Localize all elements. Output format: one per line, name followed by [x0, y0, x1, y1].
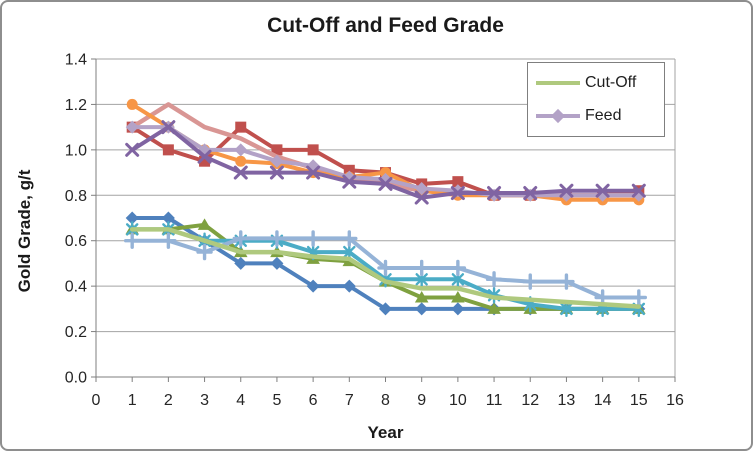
legend-label-feed: Feed	[585, 106, 622, 124]
x-tick-label: 9	[417, 392, 426, 409]
series-marker-feed-purple-x[interactable]	[233, 165, 248, 180]
series-marker-cutoff-lightblue-plus[interactable]	[485, 271, 503, 288]
series-marker-cutoff-lightblue-plus[interactable]	[558, 273, 575, 290]
series-marker-cutoff-blue-diamond[interactable]	[125, 211, 139, 225]
series-marker-cutoff-lightblue-plus[interactable]	[522, 273, 539, 290]
y-tick-label: 0.0	[65, 370, 87, 387]
series-marker-feed-purple-x[interactable]	[631, 183, 646, 198]
series-marker-feed-purple-x[interactable]	[487, 186, 502, 201]
x-tick-label: 16	[666, 392, 684, 409]
series-marker-cutoff-blue-diamond[interactable]	[415, 302, 429, 316]
series-marker-feed-orange-circle[interactable]	[380, 167, 391, 179]
series-marker-feed-purple-x[interactable]	[523, 186, 538, 201]
series-marker-feed-orange-circle[interactable]	[235, 155, 247, 167]
y-tick-label: 1.4	[65, 52, 87, 69]
series-marker-feed-red-square[interactable]	[199, 155, 211, 167]
series-marker-feed-purple-x[interactable]	[595, 183, 610, 198]
series-marker-feed-purple-x[interactable]	[197, 149, 212, 164]
x-tick-label: 8	[381, 392, 390, 409]
series-marker-cutoff-lightblue-plus[interactable]	[196, 243, 213, 261]
series-marker-feed-purple-x[interactable]	[269, 165, 284, 180]
feed-line-sample	[536, 108, 580, 123]
series-marker-cutoff-green-triangle[interactable]	[487, 302, 501, 314]
series-marker-feed-purple-x[interactable]	[306, 165, 321, 180]
series-marker-feed-red-square[interactable]	[307, 144, 319, 156]
series-marker-cutoff-lightblue-plus[interactable]	[123, 232, 141, 249]
cutoff-line-sample	[536, 76, 580, 90]
x-axis-title: Year	[367, 423, 404, 442]
series-marker-cutoff-green-triangle[interactable]	[451, 291, 465, 303]
y-axis-title: Gold Grade, g/t	[15, 169, 34, 293]
series-marker-feed-purple-x[interactable]	[378, 176, 393, 191]
x-tick-label: 2	[164, 392, 173, 409]
series-marker-cutoff-lightblue-plus[interactable]	[594, 289, 611, 306]
series-marker-feed-red-square[interactable]	[452, 176, 464, 188]
series-marker-cutoff-lightblue-plus[interactable]	[377, 259, 394, 277]
x-tick-label: 14	[594, 392, 612, 409]
series-marker-feed-lavender-diamond[interactable]	[125, 120, 139, 134]
x-tick-label: 5	[272, 392, 281, 409]
series-marker-feed-purple-x[interactable]	[161, 120, 176, 135]
y-tick-label: 0.8	[65, 188, 87, 205]
x-tick-label: 11	[486, 392, 503, 409]
series-marker-cutoff-lightblue-plus[interactable]	[268, 230, 286, 247]
legend-item-cutoff[interactable]: Cut-Off	[536, 71, 662, 95]
series-marker-feed-orange-circle[interactable]	[126, 98, 138, 110]
chart-title: Cut-Off and Feed Grade	[267, 14, 504, 37]
series-marker-cutoff-lightblue-plus[interactable]	[304, 230, 322, 247]
series-marker-feed-lavender-diamond[interactable]	[415, 181, 429, 195]
series-marker-feed-purple-x[interactable]	[559, 183, 574, 198]
legend-item-feed[interactable]: Feed	[536, 104, 662, 128]
x-tick-label: 6	[309, 392, 318, 409]
x-tick-label: 4	[236, 392, 245, 409]
series-marker-cutoff-blue-diamond[interactable]	[379, 302, 392, 316]
y-tick-label: 0.2	[65, 324, 87, 341]
series-marker-cutoff-lightblue-plus[interactable]	[341, 230, 358, 247]
y-tick-label: 0.4	[65, 279, 87, 296]
series-marker-feed-purple-x[interactable]	[450, 186, 465, 201]
series-marker-feed-red-square[interactable]	[235, 121, 247, 133]
x-tick-label: 0	[92, 392, 101, 409]
x-tick-label: 7	[345, 392, 354, 409]
legend[interactable]: Cut-Off Feed	[527, 62, 665, 137]
series-marker-feed-lavender-diamond[interactable]	[234, 143, 248, 157]
series-marker-feed-red-square[interactable]	[343, 164, 355, 176]
series-marker-cutoff-blue-diamond[interactable]	[234, 256, 248, 270]
series-marker-cutoff-green-triangle[interactable]	[414, 291, 429, 303]
x-tick-label: 12	[521, 392, 539, 409]
series-marker-feed-purple-x[interactable]	[125, 142, 140, 157]
series-marker-feed-red-square[interactable]	[271, 144, 283, 156]
y-tick-label: 1.2	[65, 97, 87, 114]
series-marker-cutoff-lightblue-plus[interactable]	[232, 230, 249, 247]
diamond-marker-icon	[550, 108, 566, 123]
series-line-cutoff-lightgreen[interactable]	[129, 227, 642, 309]
series-marker-cutoff-blue-diamond[interactable]	[270, 256, 284, 270]
series-marker-feed-red-square[interactable]	[162, 144, 174, 156]
series-marker-cutoff-blue-diamond[interactable]	[342, 279, 356, 293]
series-marker-cutoff-lightblue-plus[interactable]	[160, 232, 177, 249]
series-marker-cutoff-lightblue-plus[interactable]	[413, 259, 430, 277]
series-marker-feed-purple-x[interactable]	[414, 190, 429, 205]
x-tick-label: 1	[128, 392, 137, 409]
x-tick-label: 3	[200, 392, 209, 409]
series-marker-cutoff-green-triangle[interactable]	[197, 218, 212, 230]
series-marker-cutoff-blue-diamond[interactable]	[451, 302, 465, 316]
x-tick-label: 10	[449, 392, 467, 409]
series-marker-cutoff-blue-diamond[interactable]	[306, 279, 320, 293]
series-marker-cutoff-lightblue-plus[interactable]	[449, 259, 467, 277]
series-marker-feed-purple-x[interactable]	[342, 174, 357, 189]
series-marker-cutoff-blue-diamond[interactable]	[161, 211, 175, 225]
series-marker-feed-lavender-diamond[interactable]	[270, 154, 284, 168]
legend-label-cutoff: Cut-Off	[585, 74, 637, 92]
y-tick-label: 0.6	[65, 233, 87, 250]
x-tick-label: 13	[558, 392, 576, 409]
y-tick-label: 1.0	[65, 142, 87, 159]
series-marker-cutoff-lightblue-plus[interactable]	[630, 289, 648, 306]
x-tick-label: 15	[630, 392, 648, 409]
